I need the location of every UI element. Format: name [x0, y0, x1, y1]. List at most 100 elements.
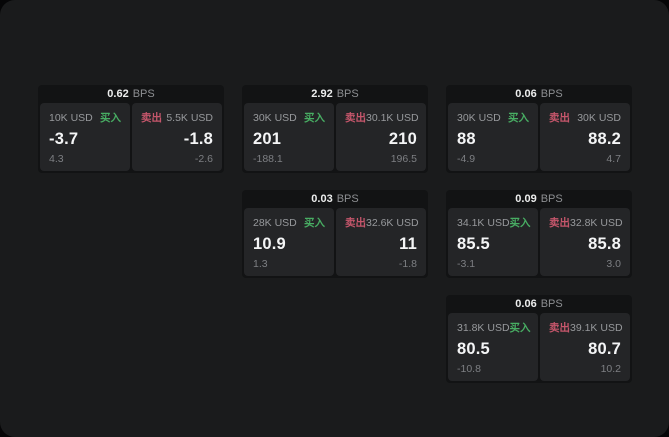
quote-card: 0.03 BPS 28K USD 买入 10.9 1.3 卖出 32.6K US…: [242, 190, 428, 278]
buy-quote-header: 30K USD 买入: [457, 110, 529, 125]
buy-amount: 31.8K USD: [457, 321, 510, 334]
quote-sides: 31.8K USD 买入 80.5 -10.8 卖出 39.1K USD 80.…: [446, 313, 632, 383]
buy-amount: 28K USD: [253, 216, 297, 229]
sell-price: 11: [399, 234, 417, 253]
sell-quote-tile[interactable]: 卖出 30K USD 88.2 4.7: [540, 103, 630, 171]
sell-amount: 32.8K USD: [570, 216, 623, 229]
bps-unit-label: BPS: [336, 193, 359, 205]
sell-price: 88.2: [588, 129, 621, 148]
sell-amount: 39.1K USD: [570, 321, 623, 334]
sell-amount: 30.1K USD: [366, 111, 419, 124]
sell-delta: 3.0: [606, 257, 621, 270]
bps-unit-label: BPS: [336, 88, 359, 100]
bps-value: 0.06: [515, 88, 537, 100]
sell-label: 卖出: [141, 112, 162, 124]
buy-price: 88: [457, 129, 476, 148]
sell-quote-header: 卖出 32.8K USD: [549, 215, 623, 230]
buy-quote-header: 31.8K USD 买入: [457, 320, 531, 335]
buy-label: 买入: [304, 112, 325, 124]
bps-value: 2.92: [311, 88, 333, 100]
quote-card: 0.06 BPS 30K USD 买入 88 -4.9 卖出 30K USD: [446, 85, 632, 173]
bps-value: 0.09: [515, 193, 537, 205]
buy-label: 买入: [509, 217, 531, 229]
quote-sides: 28K USD 买入 10.9 1.3 卖出 32.6K USD 11 -1.8: [242, 208, 428, 278]
sell-quote-header: 卖出 30K USD: [549, 110, 621, 125]
quote-sides: 34.1K USD 买入 85.5 -3.1 卖出 32.8K USD 85.8…: [446, 208, 632, 278]
sell-price: 210: [388, 129, 417, 148]
buy-quote-tile[interactable]: 30K USD 买入 88 -4.9: [448, 103, 538, 171]
sell-quote-header: 卖出 32.6K USD: [345, 215, 419, 230]
buy-delta: 1.3: [253, 257, 268, 270]
card-header: 0.06 BPS: [446, 85, 632, 103]
card-header: 0.09 BPS: [446, 190, 632, 208]
sell-quote-tile[interactable]: 卖出 32.8K USD 85.8 3.0: [540, 208, 630, 276]
sell-label: 卖出: [549, 322, 570, 334]
buy-quote-tile[interactable]: 30K USD 买入 201 -188.1: [244, 103, 334, 171]
sell-quote-header: 卖出 39.1K USD: [549, 320, 623, 335]
buy-label: 买入: [508, 112, 529, 124]
buy-delta: -10.8: [457, 362, 481, 375]
bps-unit-label: BPS: [132, 88, 155, 100]
sell-delta: 196.5: [390, 152, 417, 165]
buy-quote-header: 34.1K USD 买入: [457, 215, 531, 230]
sell-quote-tile[interactable]: 卖出 30.1K USD 210 196.5: [336, 103, 426, 171]
quote-card: 0.06 BPS 31.8K USD 买入 80.5 -10.8 卖出 39.1…: [446, 295, 632, 383]
card-header: 2.92 BPS: [242, 85, 428, 103]
sell-amount: 30K USD: [577, 111, 621, 124]
bps-unit-label: BPS: [540, 88, 563, 100]
sell-price: 80.7: [588, 339, 621, 358]
buy-quote-header: 30K USD 买入: [253, 110, 325, 125]
sell-label: 卖出: [345, 112, 366, 124]
sell-label: 卖出: [549, 217, 570, 229]
buy-quote-tile[interactable]: 31.8K USD 买入 80.5 -10.8: [448, 313, 538, 381]
sell-price: 85.8: [588, 234, 621, 253]
buy-label: 买入: [100, 112, 121, 124]
buy-quote-header: 28K USD 买入: [253, 215, 325, 230]
buy-delta: -4.9: [457, 152, 476, 165]
buy-quote-tile[interactable]: 28K USD 买入 10.9 1.3: [244, 208, 334, 276]
bps-value: 0.06: [515, 298, 537, 310]
sell-quote-tile[interactable]: 卖出 5.5K USD -1.8 -2.6: [132, 103, 222, 171]
quote-sides: 30K USD 买入 88 -4.9 卖出 30K USD 88.2 4.7: [446, 103, 632, 173]
buy-label: 买入: [304, 217, 325, 229]
buy-label: 买入: [509, 322, 531, 334]
buy-price: 85.5: [457, 234, 490, 253]
buy-delta: 4.3: [49, 152, 64, 165]
quote-card: 0.62 BPS 10K USD 买入 -3.7 4.3 卖出 5.5K USD: [38, 85, 224, 173]
sell-delta: -1.8: [398, 257, 417, 270]
sell-quote-tile[interactable]: 卖出 39.1K USD 80.7 10.2: [540, 313, 630, 381]
buy-delta: -188.1: [253, 152, 283, 165]
quote-card: 2.92 BPS 30K USD 买入 201 -188.1 卖出 30.1K …: [242, 85, 428, 173]
buy-quote-tile[interactable]: 10K USD 买入 -3.7 4.3: [40, 103, 130, 171]
sell-amount: 5.5K USD: [166, 111, 213, 124]
buy-amount: 10K USD: [49, 111, 93, 124]
sell-quote-tile[interactable]: 卖出 32.6K USD 11 -1.8: [336, 208, 426, 276]
buy-amount: 30K USD: [253, 111, 297, 124]
buy-amount: 30K USD: [457, 111, 501, 124]
card-header: 0.06 BPS: [446, 295, 632, 313]
buy-price: -3.7: [49, 129, 79, 148]
buy-price: 201: [253, 129, 282, 148]
bps-value: 0.62: [107, 88, 129, 100]
sell-delta: -2.6: [194, 152, 213, 165]
bps-value: 0.03: [311, 193, 333, 205]
buy-quote-header: 10K USD 买入: [49, 110, 121, 125]
bps-unit-label: BPS: [540, 193, 563, 205]
sell-delta: 4.7: [606, 152, 621, 165]
sell-label: 卖出: [549, 112, 570, 124]
sell-amount: 32.6K USD: [366, 216, 419, 229]
sell-price: -1.8: [183, 129, 213, 148]
buy-delta: -3.1: [457, 257, 476, 270]
sell-quote-header: 卖出 30.1K USD: [345, 110, 419, 125]
bps-unit-label: BPS: [540, 298, 563, 310]
buy-quote-tile[interactable]: 34.1K USD 买入 85.5 -3.1: [448, 208, 538, 276]
quote-sides: 30K USD 买入 201 -188.1 卖出 30.1K USD 210 1…: [242, 103, 428, 173]
card-header: 0.62 BPS: [38, 85, 224, 103]
quote-card: 0.09 BPS 34.1K USD 买入 85.5 -3.1 卖出 32.8K…: [446, 190, 632, 278]
card-header: 0.03 BPS: [242, 190, 428, 208]
buy-amount: 34.1K USD: [457, 216, 510, 229]
sell-label: 卖出: [345, 217, 366, 229]
quote-sides: 10K USD 买入 -3.7 4.3 卖出 5.5K USD -1.8 -2.…: [38, 103, 224, 173]
